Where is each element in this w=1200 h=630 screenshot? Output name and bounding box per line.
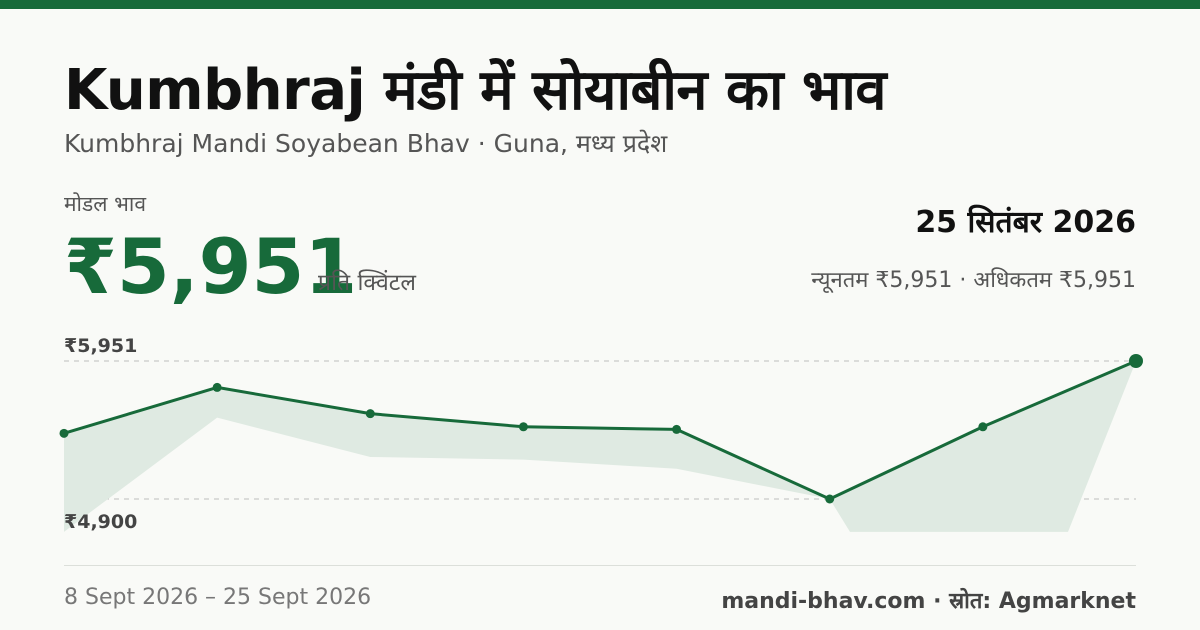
footer-date-range: 8 Sept 2026 – 25 Sept 2026 <box>64 585 372 610</box>
latest-price-point <box>1129 354 1143 368</box>
price-point <box>825 494 835 504</box>
price-point <box>59 428 69 438</box>
modal-price-line <box>63 359 1137 501</box>
footer-divider <box>64 565 1136 566</box>
footer-source: mandi-bhav.com · स्रोत: Agmarknet <box>721 589 1136 614</box>
ytick-label-min: ₹4,900 <box>64 511 137 533</box>
price-point <box>212 382 222 392</box>
modal-price-label: मोडल भाव <box>64 192 147 216</box>
price-point <box>518 422 528 432</box>
top-accent-bar <box>0 0 1200 9</box>
page-subtitle: Kumbhraj Mandi Soyabean Bhav · Guna, मध्… <box>64 129 668 158</box>
price-point <box>365 409 375 419</box>
page-title: Kumbhraj मंडी में सोयाबीन का भाव <box>64 58 887 123</box>
price-point <box>978 422 988 432</box>
price-point <box>672 424 682 434</box>
price-range-band <box>64 361 1136 532</box>
modal-price-value: ₹5,951 <box>64 222 358 311</box>
price-date: 25 सितंबर 2026 <box>915 205 1136 240</box>
price-unit: प्रति क्विंटल <box>318 270 416 296</box>
min-max-range: न्यूनतम ₹5,951 · अधिकतम ₹5,951 <box>811 268 1136 293</box>
ytick-label-max: ₹5,951 <box>64 335 137 357</box>
